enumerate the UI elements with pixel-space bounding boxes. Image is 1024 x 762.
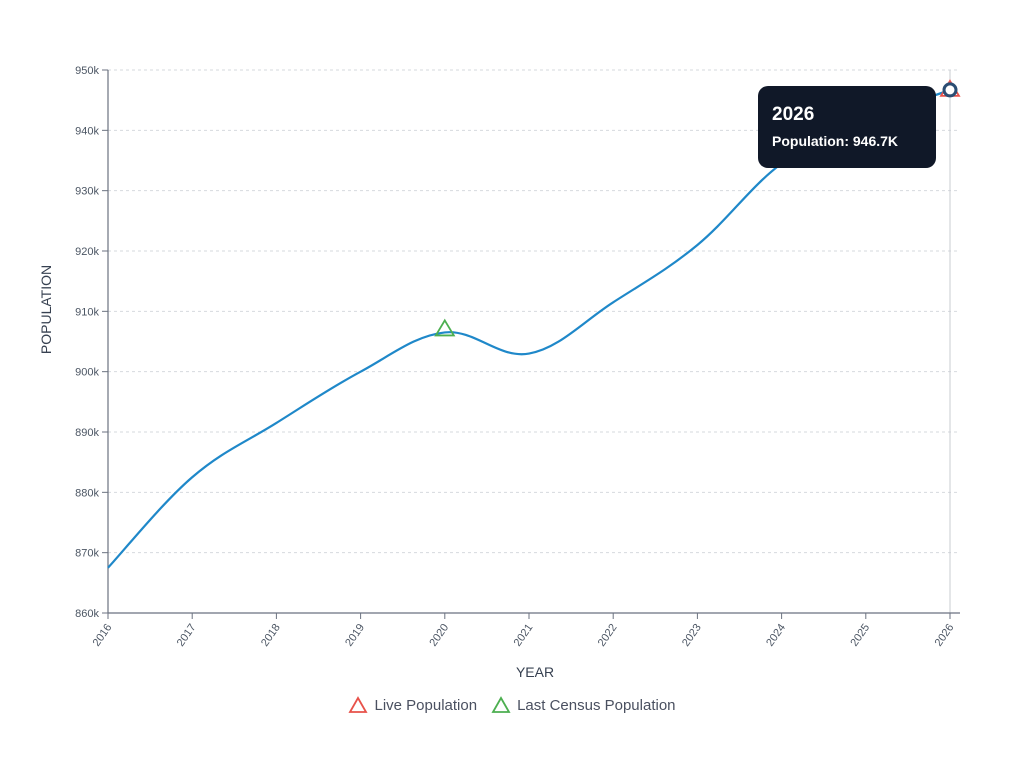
x-tick-label: 2022	[596, 622, 620, 649]
x-tick-label: 2020	[427, 622, 451, 649]
legend-item-last-census-population[interactable]: Last Census Population	[491, 696, 676, 714]
triangle-outline-icon	[348, 696, 369, 713]
x-tick-label: 2023	[680, 622, 704, 649]
x-tick-label: 2021	[512, 622, 536, 649]
y-tick-label: 870k	[75, 548, 99, 560]
y-tick-label: 900k	[75, 367, 99, 379]
hover-point[interactable]	[942, 82, 958, 98]
y-tick-label: 860k	[75, 608, 99, 620]
y-tick-label: 930k	[75, 186, 99, 198]
legend-item-live-population[interactable]: Live Population	[348, 696, 477, 714]
chart-tooltip: 2026 Population: 946.7K	[758, 86, 936, 168]
triangle-outline-icon	[491, 696, 511, 713]
y-tick-label: 940k	[75, 125, 99, 137]
tooltip-label: Population: 946.7K	[772, 133, 899, 149]
marker-last-census-population[interactable]	[434, 318, 456, 337]
x-tick-label: 2025	[848, 622, 872, 649]
y-tick-label: 910k	[75, 306, 99, 318]
legend-label: Live Population	[374, 696, 478, 714]
x-tick-label: 2018	[259, 622, 283, 649]
y-tick-label: 950k	[75, 65, 99, 77]
x-tick-label: 2016	[91, 622, 115, 649]
legend-label: Last Census Population	[517, 696, 676, 714]
x-tick-label: 2017	[175, 622, 199, 649]
x-tick-label: 2026	[933, 622, 957, 649]
x-tick-label: 2024	[764, 622, 788, 649]
y-axis-title: POPULATION	[38, 265, 54, 354]
x-tick-label: 2019	[343, 622, 367, 649]
chart-legend: Live Population Last Census Population	[0, 692, 1024, 718]
tooltip-title: 2026	[772, 104, 815, 125]
y-tick-label: 920k	[75, 246, 99, 258]
y-tick-label: 890k	[75, 427, 99, 439]
x-axis-title: YEAR	[516, 664, 554, 680]
y-tick-label: 880k	[75, 487, 99, 499]
